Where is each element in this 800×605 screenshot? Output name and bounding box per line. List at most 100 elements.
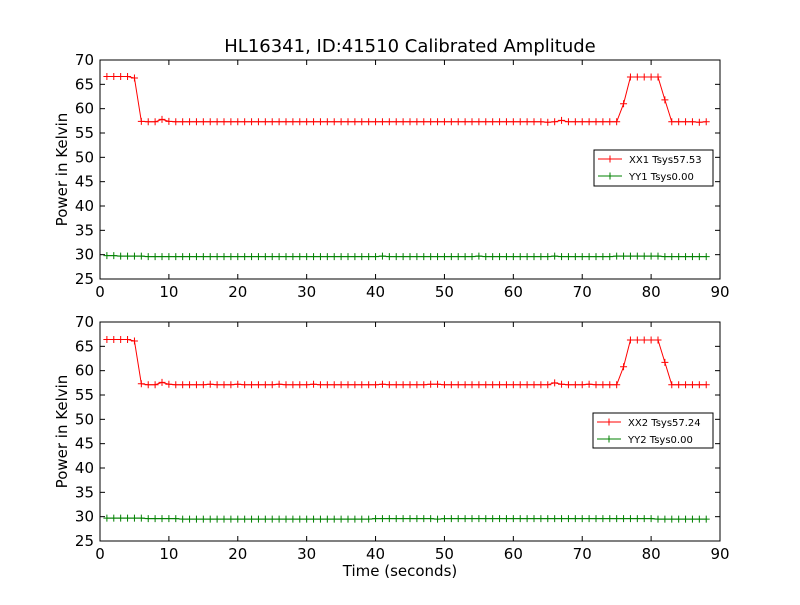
data-point-marker (282, 515, 290, 523)
x-tick-label: 50 (435, 545, 454, 563)
data-point-marker (220, 118, 228, 126)
data-point-marker (578, 118, 586, 126)
data-point-marker (261, 515, 269, 523)
data-point-marker (454, 381, 462, 389)
y-tick-label: 35 (75, 221, 94, 239)
subplot-2: 0 10 20 30 40 50 60 70 80 90 25 30 35 40 45 50 55 60 65 70 P… (53, 313, 730, 580)
y-tick-label: 65 (75, 75, 94, 93)
data-point-marker (682, 381, 690, 389)
data-point-marker (413, 253, 421, 261)
data-point-marker (165, 380, 173, 388)
data-point-marker (268, 515, 276, 523)
data-point-marker (385, 118, 393, 126)
legend-label: YY1 Tsys0.00 (628, 172, 694, 183)
x-tick-label: 60 (504, 545, 523, 563)
data-point-marker (248, 118, 256, 126)
data-point-marker (378, 515, 386, 523)
data-point-marker (213, 515, 221, 523)
data-point-marker (544, 515, 552, 523)
data-point-marker (489, 118, 497, 126)
data-point-marker (275, 515, 283, 523)
data-point-marker (186, 118, 194, 126)
data-point-marker (454, 118, 462, 126)
data-point-marker (427, 380, 435, 388)
data-point-marker (585, 515, 593, 523)
data-point-marker (496, 381, 504, 389)
data-point-marker (468, 253, 476, 261)
data-point-marker (440, 515, 448, 523)
data-point-marker (344, 381, 352, 389)
y-axis-label: Power in Kelvin (53, 113, 71, 227)
data-point-marker (530, 515, 538, 523)
data-point-marker (406, 381, 414, 389)
data-point-marker (158, 253, 166, 261)
data-point-marker (447, 253, 455, 261)
data-point-marker (248, 381, 256, 389)
data-point-marker (688, 253, 696, 261)
data-point-marker (330, 381, 338, 389)
data-point-marker (130, 74, 138, 82)
data-point-marker (130, 252, 138, 260)
data-point-marker (434, 118, 442, 126)
data-point-marker (620, 363, 628, 371)
data-point-marker (296, 253, 304, 261)
data-point-marker (254, 381, 262, 389)
data-point-marker (496, 253, 504, 261)
data-point-marker (392, 118, 400, 126)
data-point-marker (385, 515, 393, 523)
data-point-marker (544, 253, 552, 261)
data-point-marker (571, 515, 579, 523)
data-point-marker (268, 118, 276, 126)
data-point-marker (179, 118, 187, 126)
data-point-marker (103, 514, 111, 522)
data-point-marker (599, 118, 607, 126)
data-point-marker (606, 118, 614, 126)
data-point-marker (475, 252, 483, 260)
data-point-marker (482, 253, 490, 261)
data-point-marker (344, 118, 352, 126)
data-point-marker (365, 381, 373, 389)
data-point-marker (227, 118, 235, 126)
data-point-marker (668, 381, 676, 389)
data-point-marker (289, 515, 297, 523)
data-point-marker (482, 118, 490, 126)
data-point-marker (199, 515, 207, 523)
data-point-marker (606, 253, 614, 261)
data-point-marker (241, 118, 249, 126)
data-point-marker (675, 381, 683, 389)
x-tick-label: 60 (504, 283, 523, 301)
data-point-marker (172, 253, 180, 261)
data-point-marker (282, 118, 290, 126)
data-point-marker (413, 515, 421, 523)
data-point-marker (372, 381, 380, 389)
data-point-marker (551, 515, 559, 523)
y-tick-label: 60 (75, 362, 94, 380)
data-point-marker (165, 515, 173, 523)
y-tick-label: 60 (75, 100, 94, 118)
legend-swatch-marker (605, 418, 613, 426)
data-point-marker (392, 515, 400, 523)
data-point-marker (626, 515, 634, 523)
data-point-marker (351, 515, 359, 523)
data-point-marker (509, 381, 517, 389)
data-point-marker (399, 515, 407, 523)
data-point-marker (585, 380, 593, 388)
data-point-marker (675, 118, 683, 126)
data-point-marker (358, 515, 366, 523)
data-point-marker (427, 118, 435, 126)
data-point-marker (186, 515, 194, 523)
data-point-marker (496, 515, 504, 523)
data-point-marker (544, 381, 552, 389)
data-point-marker (192, 253, 200, 261)
x-tick-label: 0 (95, 283, 105, 301)
data-point-marker (461, 253, 469, 261)
data-point-marker (654, 252, 662, 260)
data-point-marker (110, 252, 118, 260)
y-tick-label: 40 (75, 459, 94, 477)
data-point-marker (365, 118, 373, 126)
y-tick-label: 50 (75, 148, 94, 166)
series-line-xx2 (106, 339, 707, 386)
data-point-marker (640, 336, 648, 344)
data-point-marker (137, 514, 145, 522)
data-point-marker (530, 118, 538, 126)
